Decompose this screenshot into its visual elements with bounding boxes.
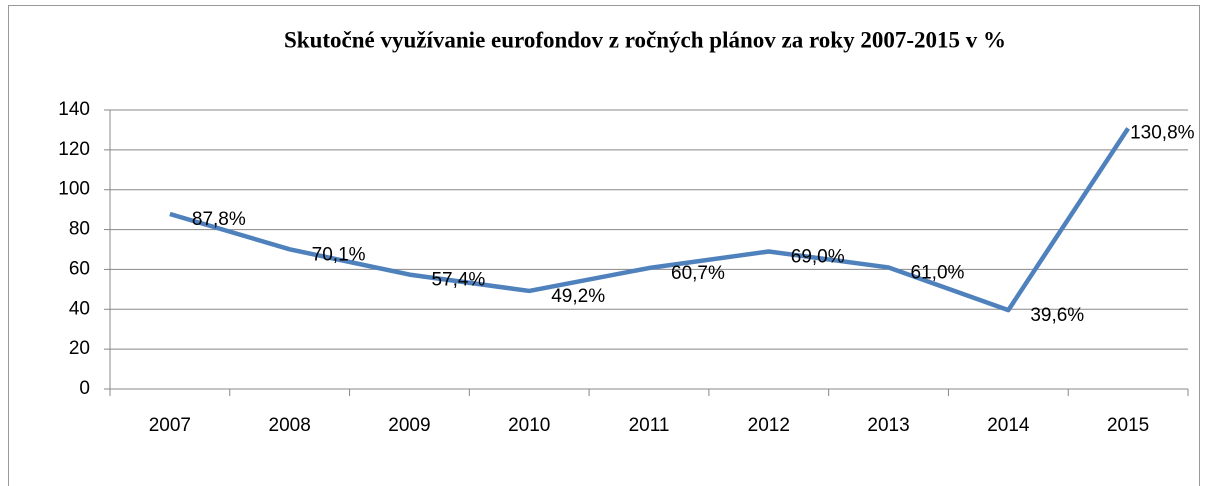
y-tick-label: 40 bbox=[69, 298, 90, 319]
y-tick-label: 140 bbox=[58, 99, 90, 120]
data-label: 69,0% bbox=[791, 247, 845, 268]
x-tick-label: 2013 bbox=[867, 415, 909, 436]
line-series bbox=[169, 127, 1130, 313]
data-label: 87,8% bbox=[192, 209, 246, 230]
data-label: 57,4% bbox=[431, 270, 485, 291]
x-tick-label: 2010 bbox=[508, 415, 550, 436]
y-tick-label: 20 bbox=[69, 338, 90, 359]
data-label: 130,8% bbox=[1130, 122, 1195, 143]
x-tick-label: 2009 bbox=[388, 415, 430, 436]
y-tick-label: 0 bbox=[79, 378, 90, 399]
data-label: 60,7% bbox=[671, 263, 725, 284]
data-label: 49,2% bbox=[551, 286, 605, 307]
chart-title: Skutočné využívanie eurofondov z ročných… bbox=[284, 27, 1006, 52]
y-tick-label: 120 bbox=[58, 139, 90, 160]
y-tick-label: 100 bbox=[58, 179, 90, 200]
data-label: 61,0% bbox=[911, 262, 965, 283]
data-label: 39,6% bbox=[1030, 305, 1084, 326]
x-tick-label: 2012 bbox=[748, 415, 790, 436]
x-tick-label: 2007 bbox=[149, 415, 191, 436]
x-tick-label: 2015 bbox=[1107, 415, 1149, 436]
chart-frame bbox=[8, 5, 1200, 486]
y-tick-label: 80 bbox=[69, 219, 90, 240]
x-tick-label: 2014 bbox=[987, 415, 1030, 436]
data-label: 70,1% bbox=[312, 244, 366, 265]
x-tick-label: 2011 bbox=[629, 415, 670, 436]
x-tick-label: 2008 bbox=[269, 415, 311, 436]
y-tick-label: 60 bbox=[69, 258, 90, 279]
